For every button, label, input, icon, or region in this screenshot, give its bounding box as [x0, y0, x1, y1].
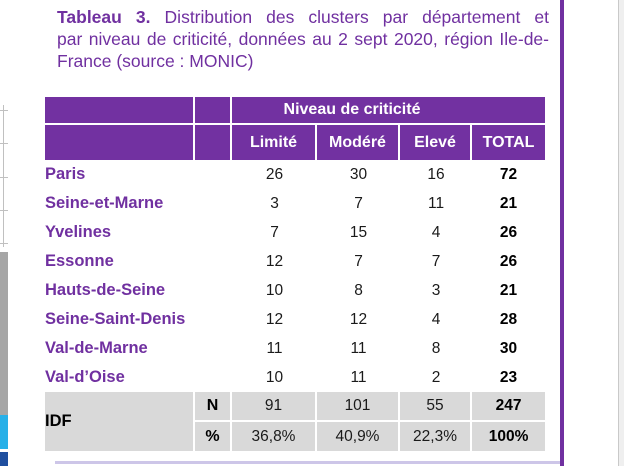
cell-total: 21 [499, 281, 518, 299]
fragment-row-line [0, 177, 8, 178]
cell-limite: 11 [266, 339, 283, 357]
cell-limite: 12 [265, 310, 284, 328]
cell-modere: 30 [349, 165, 368, 183]
cell-eleve: 16 [427, 165, 445, 183]
cell-modere: 7 [354, 194, 363, 212]
table-row-essonne: Essonne 12 7 7 26 [45, 247, 545, 276]
table-row-yvelines: Yvelines 7 15 4 26 [45, 218, 545, 247]
summary-n-total: 247 [472, 392, 546, 422]
row-label: Yvelines [45, 223, 112, 241]
summary-n-modere: 101 [317, 392, 400, 422]
table-row-val-de-marne: Val-de-Marne 11 11 8 30 [45, 334, 545, 363]
summary-row-n: IDF N 91 101 55 247 [45, 392, 546, 451]
row-label: Val-de-Marne [45, 339, 148, 357]
fragment-row-line [0, 143, 8, 144]
fragment-row-line [0, 243, 8, 244]
fragment-gray-bar [0, 252, 8, 415]
table-row-val-d-oise: Val-d’Oise 10 11 2 23 [45, 363, 545, 392]
cell-eleve: 11 [427, 194, 445, 212]
cell-limite: 12 [265, 252, 284, 270]
header-total-spacer-cell [472, 97, 546, 125]
table-row-seine-saint-denis: Seine-Saint-Denis 12 12 4 28 [45, 305, 545, 334]
cell-total: 23 [499, 368, 518, 386]
header-spacer-cell [195, 97, 232, 125]
cell-eleve: 7 [431, 252, 441, 270]
summary-pct-modere: 40,9% [317, 422, 400, 451]
cell-modere: 12 [349, 310, 368, 328]
page-edge-band [619, 0, 624, 466]
summary-n-limite: 91 [232, 392, 317, 422]
caption-label: Tableau 3. [57, 7, 151, 27]
page-edge-line [618, 0, 619, 466]
fragment-row-line [0, 110, 8, 111]
header-corner-cell [45, 97, 195, 125]
cell-modere: 15 [349, 223, 368, 241]
column-divider-rule [560, 0, 564, 466]
column-header-eleve: Elevé [400, 125, 473, 160]
summary-row-pct: % 36,8% 40,9% 22,3% 100% [45, 422, 546, 451]
summary-n-label: N [195, 392, 232, 422]
cell-limite: 10 [265, 281, 284, 299]
row-label: Paris [45, 165, 86, 183]
cell-eleve: 4 [431, 310, 441, 328]
table-row-seine-et-marne: Seine-et-Marne 3 7 11 21 [45, 189, 545, 218]
cell-limite: 26 [265, 165, 284, 183]
row-label: Hauts-de-Seine [45, 281, 166, 299]
summary-pct-total: 100% [472, 422, 546, 451]
summary-pct-limite: 36,8% [232, 422, 317, 451]
cell-eleve: 4 [431, 223, 441, 241]
cell-modere: 8 [354, 281, 363, 299]
cell-total: 26 [499, 223, 518, 241]
caption-line-1: Tableau 3. Distribution des clusters par… [57, 6, 549, 28]
cell-eleve: 3 [431, 281, 441, 299]
fragment-cyan-bar [0, 415, 8, 449]
cell-modere: 7 [354, 252, 363, 270]
summary-n-eleve: 55 [400, 392, 473, 422]
cell-modere: 11 [350, 368, 367, 386]
caption-line-1-text: Distribution des clusters par départemen… [164, 7, 549, 27]
fragment-row-line [0, 210, 8, 211]
cell-limite: 3 [270, 194, 279, 212]
column-header-limite: Limité [232, 125, 317, 160]
header-empty-cell [45, 125, 195, 160]
table-row-hauts-de-seine: Hauts-de-Seine 10 8 3 21 [45, 276, 545, 305]
cell-limite: 10 [265, 368, 284, 386]
cell-total: 72 [499, 165, 518, 183]
cell-eleve: 2 [431, 368, 441, 386]
row-label: Essonne [45, 252, 114, 270]
clusters-table: Niveau de criticité Limité Modéré Elevé … [45, 97, 546, 451]
cell-total: 28 [499, 310, 518, 328]
caption-line-3: France (source : MONIC) [57, 51, 254, 71]
summary-pct-label: % [195, 422, 232, 451]
header-empty-cell [195, 125, 232, 160]
cell-eleve: 8 [431, 339, 441, 357]
bottom-rule [55, 461, 560, 464]
group-header-cell: Niveau de criticité [232, 97, 473, 125]
cell-total: 30 [499, 339, 518, 357]
cell-limite: 7 [270, 223, 279, 241]
column-header-total: TOTAL [472, 125, 546, 160]
summary-pct-eleve: 22,3% [400, 422, 473, 451]
table-row-paris: Paris 26 30 16 72 [45, 160, 545, 189]
caption-line-2: par niveau de criticité, données au 2 se… [57, 29, 549, 49]
cell-total: 26 [499, 252, 518, 270]
row-label: Val-d’Oise [45, 368, 125, 386]
fragment-navy-bar [0, 452, 8, 466]
summary-region-label: IDF [45, 392, 195, 451]
fragment-vertical-line [3, 105, 4, 247]
column-header-modere: Modéré [317, 125, 400, 160]
cell-modere: 11 [350, 339, 367, 357]
row-label: Seine-et-Marne [45, 194, 164, 212]
row-label: Seine-Saint-Denis [45, 310, 186, 328]
cell-total: 21 [499, 194, 518, 212]
table-caption: Tableau 3. Distribution des clusters par… [57, 6, 549, 72]
